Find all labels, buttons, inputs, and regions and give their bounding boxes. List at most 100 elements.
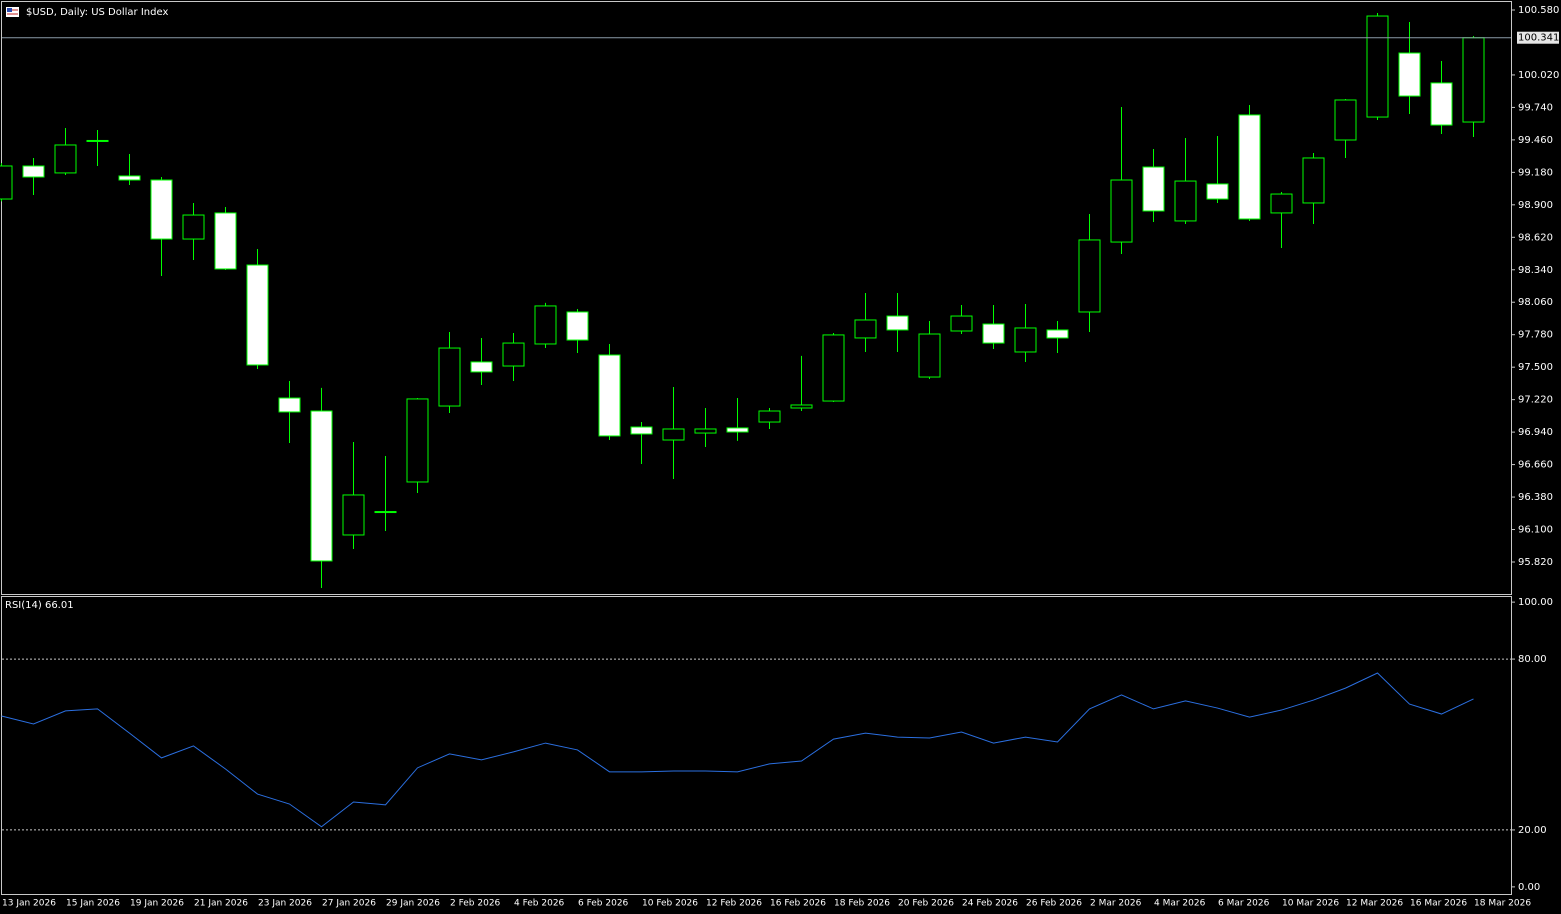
y-tick-label: 80.00	[1518, 654, 1547, 665]
y-tick-label: 98.060	[1518, 297, 1553, 308]
y-tick-label: 98.340	[1518, 265, 1553, 276]
x-tick-label: 19 Jan 2026	[130, 899, 184, 909]
x-tick-label: 21 Jan 2026	[194, 899, 248, 909]
rsi-line	[1, 672, 1474, 828]
candle-body	[630, 426, 653, 435]
candle-body	[726, 427, 749, 433]
y-tick-label: 99.180	[1518, 167, 1553, 178]
x-tick-label: 12 Feb 2026	[706, 899, 762, 909]
candle-body	[310, 410, 333, 562]
x-tick-label: 12 Mar 2026	[1346, 899, 1403, 909]
x-tick-label: 16 Feb 2026	[770, 899, 826, 909]
x-tick-label: 18 Mar 2026	[1474, 899, 1531, 909]
candle-body	[758, 410, 781, 423]
last-price-label: 100.341	[1518, 33, 1559, 44]
candle-body	[566, 311, 589, 341]
x-tick-label: 29 Jan 2026	[386, 899, 440, 909]
candle-body	[886, 315, 909, 331]
x-tick-label: 20 Feb 2026	[898, 899, 954, 909]
x-tick-label: 24 Feb 2026	[962, 899, 1018, 909]
candle-body	[182, 214, 205, 240]
x-tick-label: 26 Feb 2026	[1026, 899, 1082, 909]
candle-body	[1270, 193, 1293, 214]
candle-body	[342, 494, 365, 536]
x-tick-label: 18 Feb 2026	[834, 899, 890, 909]
y-tick-label: 96.100	[1518, 525, 1553, 536]
y-tick-label: 97.780	[1518, 330, 1553, 341]
candle-body	[822, 334, 845, 402]
candle-body	[950, 315, 973, 332]
y-tick-label: 99.460	[1518, 135, 1553, 146]
rsi-panel-frame	[1, 596, 1512, 895]
candle-body	[1110, 179, 1133, 243]
y-tick-label: 100.00	[1518, 597, 1553, 608]
x-tick-label: 6 Feb 2026	[578, 899, 629, 909]
candle-body	[598, 354, 621, 437]
candle-body	[534, 305, 557, 345]
price-panel-frame	[1, 1, 1512, 595]
candle-body	[1142, 166, 1165, 212]
y-tick-label: 97.220	[1518, 395, 1553, 406]
y-tick-label: 20.00	[1518, 825, 1547, 836]
candle-body	[662, 428, 685, 441]
candle-body	[1078, 239, 1101, 313]
indicator-title: RSI(14) 66.01	[5, 600, 74, 611]
candle-body	[1430, 82, 1453, 126]
x-tick-label: 4 Feb 2026	[514, 899, 565, 909]
candle-body	[54, 144, 77, 174]
candle-body	[1334, 99, 1357, 141]
candle-body	[982, 323, 1005, 344]
y-tick-label: 98.620	[1518, 232, 1553, 243]
x-tick-label: 4 Mar 2026	[1154, 899, 1206, 909]
x-tick-label: 2 Mar 2026	[1090, 899, 1142, 909]
x-tick-label: 16 Mar 2026	[1410, 899, 1467, 909]
x-tick-label: 13 Jan 2026	[2, 899, 56, 909]
y-tick-label: 98.900	[1518, 200, 1553, 211]
candle-body	[1238, 114, 1261, 220]
symbol-icon	[6, 7, 19, 17]
candle-body	[214, 212, 237, 270]
y-tick-label: 95.820	[1518, 557, 1553, 568]
y-tick-label: 99.740	[1518, 102, 1553, 113]
y-tick-label: 100.580	[1518, 5, 1559, 16]
candle-body	[470, 361, 493, 373]
chart-title: $USD, Daily: US Dollar Index	[26, 7, 168, 18]
candle-body	[246, 264, 269, 366]
candle-body	[86, 139, 109, 142]
candle-body	[694, 428, 717, 434]
y-tick-label: 96.660	[1518, 460, 1553, 471]
candle-body	[1302, 157, 1325, 204]
x-tick-label: 10 Mar 2026	[1282, 899, 1339, 909]
candle-body	[438, 347, 461, 407]
candle-body	[0, 165, 13, 200]
candle-body	[790, 404, 813, 409]
y-tick-label: 0.00	[1518, 882, 1540, 893]
x-tick-label: 27 Jan 2026	[322, 899, 376, 909]
x-tick-label: 6 Mar 2026	[1218, 899, 1270, 909]
candle-body	[278, 397, 301, 413]
candle-body	[374, 511, 397, 514]
x-tick-label: 10 Feb 2026	[642, 899, 698, 909]
candle-body	[118, 175, 141, 181]
candle-body	[918, 333, 941, 378]
candle-body	[150, 179, 173, 240]
candle-body	[1366, 15, 1389, 118]
candle-body	[1046, 329, 1069, 339]
candle-body	[406, 398, 429, 483]
y-tick-label: 97.500	[1518, 362, 1553, 373]
candle-body	[1014, 327, 1037, 353]
x-tick-label: 2 Feb 2026	[450, 899, 501, 909]
candle-body	[1462, 37, 1485, 123]
candle-body	[1174, 180, 1197, 222]
last-price-box	[1517, 31, 1559, 44]
x-tick-label: 23 Jan 2026	[258, 899, 312, 909]
y-tick-label: 96.380	[1518, 492, 1553, 503]
candle-body	[502, 342, 525, 367]
y-tick-label: 96.940	[1518, 427, 1553, 438]
candle-body	[22, 165, 45, 178]
x-tick-label: 15 Jan 2026	[66, 899, 120, 909]
candle-body	[1206, 183, 1229, 200]
candle-body	[1398, 52, 1421, 97]
